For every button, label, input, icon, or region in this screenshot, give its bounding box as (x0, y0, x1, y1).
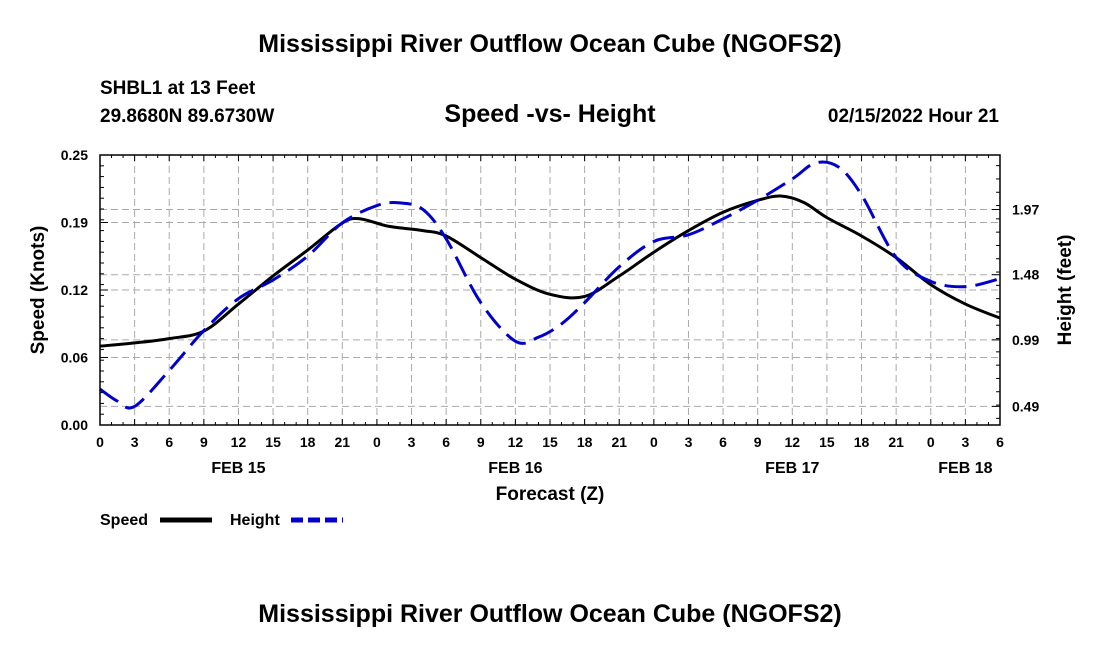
x-tick-label: 18 (300, 434, 316, 450)
legend-height-label: Height (230, 512, 280, 529)
y-tick-label: 0.12 (61, 282, 88, 298)
y2-tick-label: 0.99 (1012, 332, 1039, 348)
x-tick-label: 12 (785, 434, 801, 450)
chart-title: Mississippi River Outflow Ocean Cube (NG… (258, 30, 842, 58)
legend: Speed Height (100, 512, 343, 529)
x-tick-label: 18 (577, 434, 593, 450)
x-tick-label: 21 (335, 434, 351, 450)
forecast-datetime: 02/15/2022 Hour 21 (827, 106, 999, 127)
x-tick-label: 21 (611, 434, 627, 450)
x-tick-label: 6 (719, 434, 727, 450)
station-label: SHBL1 at 13 Feet (100, 78, 256, 99)
station-coordinates: 29.8680N 89.6730W (100, 106, 275, 127)
x-tick-label: 6 (442, 434, 450, 450)
legend-speed-label: Speed (100, 512, 148, 529)
chart-subtitle: Speed -vs- Height (444, 100, 656, 128)
x-tick-label: 15 (542, 434, 558, 450)
x-tick-label: 15 (819, 434, 835, 450)
y-tick-label: 0.19 (61, 215, 88, 231)
footer-title: Mississippi River Outflow Ocean Cube (NG… (258, 600, 842, 628)
y-axis-label: Speed (Knots) (28, 226, 49, 355)
x-tick-label: 0 (96, 434, 104, 450)
x-tick-label: 18 (854, 434, 870, 450)
y2-axis-label: Height (feet) (1055, 235, 1076, 346)
x-tick-label: 9 (477, 434, 485, 450)
y-tick-label: 0.25 (61, 147, 88, 163)
date-label: FEB 15 (211, 460, 265, 477)
y-tick-label: 0.00 (61, 417, 88, 433)
x-tick-label: 0 (373, 434, 381, 450)
x-tick-label: 3 (685, 434, 693, 450)
date-label: FEB 18 (938, 460, 992, 477)
date-label: FEB 16 (488, 460, 542, 477)
x-tick-label: 6 (165, 434, 173, 450)
x-tick-label: 0 (927, 434, 935, 450)
y-tick-label: 0.06 (61, 350, 88, 366)
x-tick-label: 9 (200, 434, 208, 450)
x-axis-label: Forecast (Z) (496, 484, 605, 505)
plot-frame (99, 154, 1001, 426)
x-tick-label: 9 (754, 434, 762, 450)
x-tick-label: 3 (131, 434, 139, 450)
x-tick-label: 12 (508, 434, 524, 450)
grid (100, 155, 1000, 425)
y2-tick-label: 1.97 (1012, 202, 1039, 218)
x-tick-label: 0 (650, 434, 658, 450)
x-tick-label: 3 (408, 434, 416, 450)
y2-tick-label: 0.49 (1012, 398, 1039, 414)
y2-tick-label: 1.48 (1012, 267, 1039, 283)
x-tick-label: 21 (888, 434, 904, 450)
x-tick-label: 6 (996, 434, 1004, 450)
series-lines (99, 160, 1001, 410)
x-tick-label: 15 (265, 434, 281, 450)
x-tick-label: 3 (961, 434, 969, 450)
height-series-line (99, 160, 1001, 410)
date-label: FEB 17 (765, 460, 819, 477)
x-tick-label: 12 (231, 434, 247, 450)
tick-labels: 0 3 6 9 12 15 18 21 0 3 6 9 12 15 18 21 0 3 6 9 12 15 18 21 0 3 6F… (61, 147, 1040, 477)
